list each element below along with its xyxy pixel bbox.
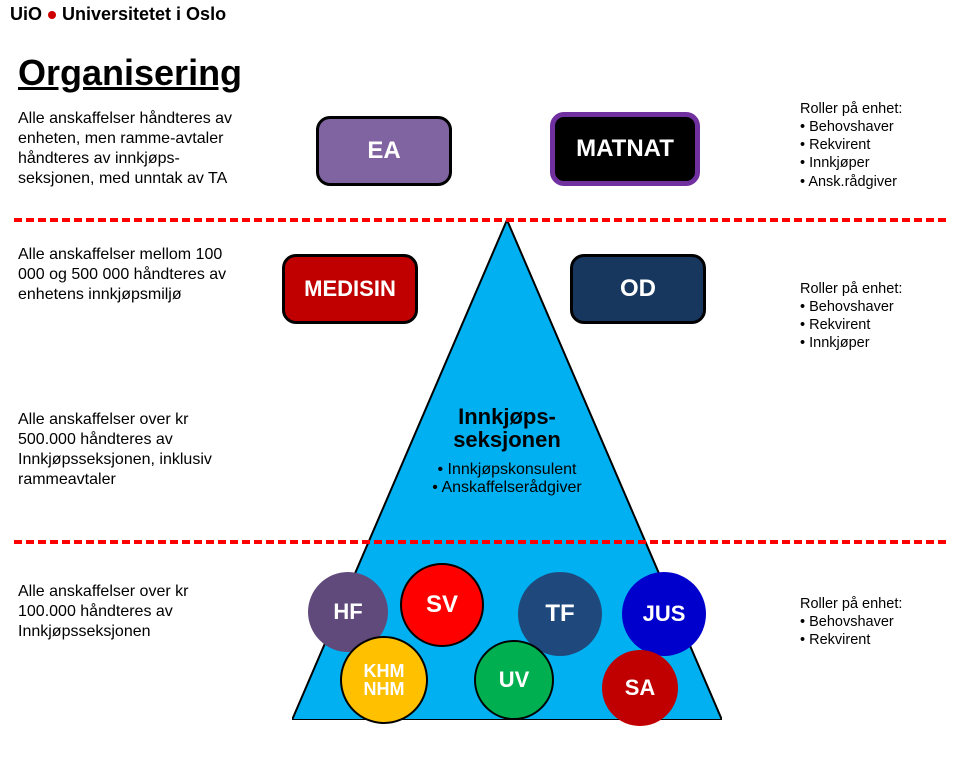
triangle-role-item: Anskaffelserådgiver	[292, 479, 722, 497]
unit-label: MEDISIN	[304, 276, 396, 302]
unit-label: SA	[625, 677, 656, 699]
right-roles-title: Roller på enhet:	[800, 280, 950, 298]
triangle-center-content: Innkjøps- seksjonen Innkjøpskonsulent An…	[292, 405, 722, 497]
right-roles-1: Roller på enhet: Behovshaver Rekvirent I…	[800, 100, 950, 191]
unit-box-medisin: MEDISIN	[282, 254, 418, 324]
unit-circle-sa: SA	[602, 650, 678, 726]
unit-label: JUS	[643, 603, 686, 625]
right-roles-3: Roller på enhet: Behovshaver Rekvirent	[800, 595, 950, 649]
unit-box-matnat: MATNAT	[550, 112, 700, 186]
right-roles-2: Roller på enhet: Behovshaver Rekvirent I…	[800, 280, 950, 353]
role-item: Innkjøper	[800, 334, 950, 352]
unit-label: EA	[367, 137, 400, 165]
header-university: Universitetet i Oslo	[62, 4, 226, 25]
triangle-title-l1: Innkjøps-	[458, 404, 556, 429]
unit-circle-sv: SV	[400, 563, 484, 647]
unit-box-ea: EA	[316, 116, 452, 186]
unit-box-od: OD	[570, 254, 706, 324]
unit-label: TF	[545, 602, 574, 626]
right-roles-title: Roller på enhet:	[800, 100, 950, 118]
unit-circle-jus: JUS	[622, 572, 706, 656]
unit-circle-khm: KHMNHM	[340, 636, 428, 724]
triangle-title-l2: seksjonen	[453, 427, 561, 452]
role-item: Ansk.rådgiver	[800, 173, 950, 191]
unit-label: OD	[620, 275, 656, 303]
triangle-role-item: Innkjøpskonsulent	[292, 461, 722, 479]
unit-label: KHMNHM	[364, 662, 405, 698]
unit-label: SV	[426, 593, 458, 617]
left-block-1: Alle anskaffelser håndteres av enheten, …	[18, 109, 248, 189]
left-block-4: Alle anskaffelser over kr 100.000 håndte…	[18, 582, 248, 642]
divider-dashed	[14, 540, 946, 544]
unit-label: UV	[499, 669, 530, 691]
role-item: Rekvirent	[800, 316, 950, 334]
right-roles-title: Roller på enhet:	[800, 595, 950, 613]
role-item: Rekvirent	[800, 136, 950, 154]
role-item: Behovshaver	[800, 613, 950, 631]
unit-circle-uv: UV	[474, 640, 554, 720]
unit-label: HF	[333, 601, 362, 623]
header-dot-icon	[48, 11, 56, 19]
role-item: Behovshaver	[800, 118, 950, 136]
divider-dashed	[14, 218, 946, 222]
unit-label: MATNAT	[576, 135, 674, 163]
header: UiO Universitetet i Oslo	[10, 4, 226, 25]
triangle-role-list: Innkjøpskonsulent Anskaffelserådgiver	[292, 461, 722, 497]
left-block-2: Alle anskaffelser mellom 100 000 og 500 …	[18, 245, 248, 305]
header-uio: UiO	[10, 4, 42, 25]
role-item: Innkjøper	[800, 154, 950, 172]
role-item: Behovshaver	[800, 298, 950, 316]
left-block-3: Alle anskaffelser over kr 500.000 håndte…	[18, 410, 248, 490]
page-title: Organisering	[18, 52, 242, 94]
role-item: Rekvirent	[800, 631, 950, 649]
